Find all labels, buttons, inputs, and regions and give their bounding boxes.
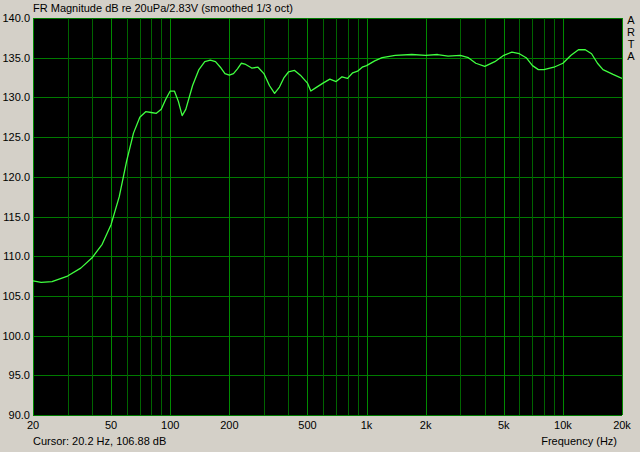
x-grid-line xyxy=(504,18,505,415)
x-minor-grid-line xyxy=(544,18,545,415)
chart: FR Magnitude dB re 20uPa/2.83V (smoothed… xyxy=(0,0,640,452)
x-minor-grid-line xyxy=(460,18,461,415)
x-minor-grid-line xyxy=(127,18,128,415)
x-minor-grid-line xyxy=(264,18,265,415)
x-tick-label: 20k xyxy=(613,419,631,431)
x-minor-grid-line xyxy=(554,18,555,415)
x-tick-label: 500 xyxy=(298,419,316,431)
x-minor-grid-line xyxy=(140,18,141,415)
x-grid-line xyxy=(33,18,34,415)
cursor-readout: Cursor: 20.2 Hz, 106.88 dB xyxy=(33,435,166,447)
plot-area xyxy=(33,18,622,415)
x-grid-line xyxy=(170,18,171,415)
y-tick-label: 135.0 xyxy=(2,52,30,64)
y-grid-line xyxy=(33,336,622,337)
x-tick-label: 2k xyxy=(420,419,432,431)
x-minor-grid-line xyxy=(485,18,486,415)
x-minor-grid-line xyxy=(288,18,289,415)
y-grid-line xyxy=(33,18,622,19)
brand-letter: A xyxy=(627,50,635,62)
x-minor-grid-line xyxy=(323,18,324,415)
x-grid-line xyxy=(426,18,427,415)
y-tick-label: 130.0 xyxy=(2,91,30,103)
x-tick-label: 20 xyxy=(27,419,39,431)
y-grid-line xyxy=(33,296,622,297)
x-minor-grid-line xyxy=(336,18,337,415)
x-minor-grid-line xyxy=(532,18,533,415)
brand-letter: R xyxy=(627,26,635,38)
x-grid-line xyxy=(229,18,230,415)
x-tick-label: 5k xyxy=(498,419,510,431)
x-tick-label: 1k xyxy=(361,419,373,431)
y-grid-line xyxy=(33,256,622,257)
brand-letter: T xyxy=(628,38,635,50)
y-tick-label: 115.0 xyxy=(3,211,30,223)
x-grid-line xyxy=(307,18,308,415)
y-grid-line xyxy=(33,375,622,376)
y-tick-label: 120.0 xyxy=(2,171,30,183)
x-axis-label: Frequency (Hz) xyxy=(541,435,617,447)
x-tick-label: 200 xyxy=(220,419,238,431)
x-minor-grid-line xyxy=(92,18,93,415)
y-grid-line xyxy=(33,137,622,138)
x-tick-label: 10k xyxy=(554,419,572,431)
y-tick-label: 140.0 xyxy=(2,12,30,24)
x-minor-grid-line xyxy=(68,18,69,415)
brand-letter: A xyxy=(627,14,635,26)
brand: ARTA xyxy=(627,14,635,62)
y-tick-label: 95.0 xyxy=(9,369,30,381)
x-minor-grid-line xyxy=(151,18,152,415)
y-tick-label: 110.0 xyxy=(3,250,30,262)
y-tick-label: 105.0 xyxy=(2,290,30,302)
y-grid-line xyxy=(33,97,622,98)
y-grid-line xyxy=(33,217,622,218)
grid xyxy=(33,18,623,416)
x-grid-line xyxy=(622,18,623,415)
y-tick-label: 125.0 xyxy=(2,131,30,143)
x-minor-grid-line xyxy=(161,18,162,415)
y-grid-line xyxy=(33,415,622,416)
x-grid-line xyxy=(563,18,564,415)
x-minor-grid-line xyxy=(519,18,520,415)
y-grid-line xyxy=(33,177,622,178)
y-grid-line xyxy=(33,58,622,59)
fr-curve xyxy=(33,50,622,283)
x-minor-grid-line xyxy=(358,18,359,415)
x-tick-label: 50 xyxy=(105,419,117,431)
series-group xyxy=(33,50,622,283)
x-grid-line xyxy=(111,18,112,415)
x-tick-label: 100 xyxy=(161,419,179,431)
x-grid-line xyxy=(367,18,368,415)
title: FR Magnitude dB re 20uPa/2.83V (smoothed… xyxy=(33,2,293,14)
y-tick-label: 100.0 xyxy=(2,330,30,342)
